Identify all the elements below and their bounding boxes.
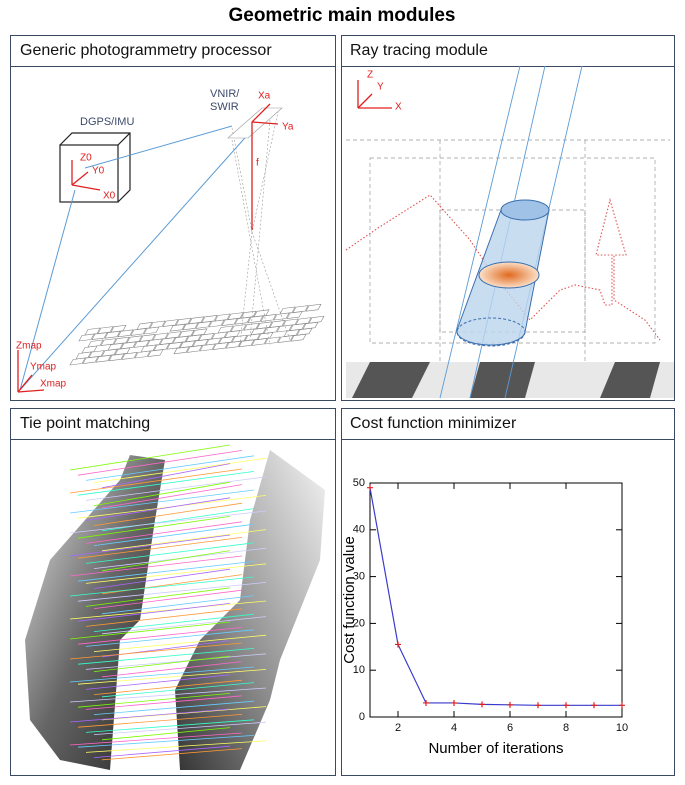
label: Y: [377, 82, 384, 93]
marker: [619, 702, 625, 708]
tie-line: [78, 471, 254, 495]
marker: [507, 702, 513, 708]
label: Z: [367, 70, 373, 81]
marker: [535, 702, 541, 708]
marker: [563, 702, 569, 708]
ray-cylinder: [457, 200, 549, 346]
footprint-cell: [306, 304, 321, 311]
label: Z0: [80, 153, 92, 164]
ground-footprint: [70, 304, 324, 365]
y-axis-label: Cost function value: [341, 536, 358, 664]
label: Xa: [258, 91, 271, 102]
tie-line: [86, 456, 254, 481]
y-tick-label: 40: [353, 524, 365, 536]
label: DGPS/IMU: [80, 116, 134, 128]
footprint-cell: [309, 316, 324, 323]
label: X0: [103, 191, 116, 202]
x-tick-label: 4: [451, 722, 457, 734]
figure: Geometric main modules Generic photogram…: [0, 0, 685, 780]
x-tick-label: 6: [507, 722, 513, 734]
tie-line: [70, 490, 254, 513]
y-tick-label: 10: [353, 664, 365, 676]
panel-title: Ray tracing module: [350, 42, 488, 59]
line: [370, 488, 622, 706]
projection-cone: [232, 112, 290, 345]
label: Ymap: [30, 362, 57, 373]
label: f: [256, 158, 259, 169]
footprint-cell: [231, 325, 246, 332]
label: Zmap: [16, 341, 42, 352]
marker: [479, 701, 485, 707]
plot-frame: [370, 483, 622, 717]
marker: [451, 700, 457, 706]
x-axis-label: Number of iterations: [428, 740, 563, 757]
label: X: [395, 102, 402, 113]
image-right: [175, 450, 325, 770]
footprint-cell: [150, 321, 165, 328]
x-tick-label: 2: [395, 722, 401, 734]
x-tick-label: 8: [563, 722, 569, 734]
page-title: Geometric main modules: [228, 5, 455, 26]
panel-title: Cost function minimizer: [350, 415, 517, 432]
footprint-cell: [88, 340, 103, 347]
footprint-cell: [293, 306, 308, 313]
panel-title: Tie point matching: [20, 415, 150, 432]
label: Ya: [282, 122, 294, 133]
label: Y0: [92, 166, 105, 177]
label: VNIR/: [210, 88, 240, 100]
marker: [423, 700, 429, 706]
panel-title: Generic photogrammetry processor: [20, 42, 272, 59]
y-tick-label: 50: [353, 477, 365, 489]
label: SWIR: [210, 101, 239, 113]
x-tick-label: 10: [616, 722, 628, 734]
marker: [367, 485, 373, 491]
label: Xmap: [40, 379, 67, 390]
marker: [395, 641, 401, 647]
y-tick-label: 0: [359, 711, 365, 723]
marker: [591, 702, 597, 708]
